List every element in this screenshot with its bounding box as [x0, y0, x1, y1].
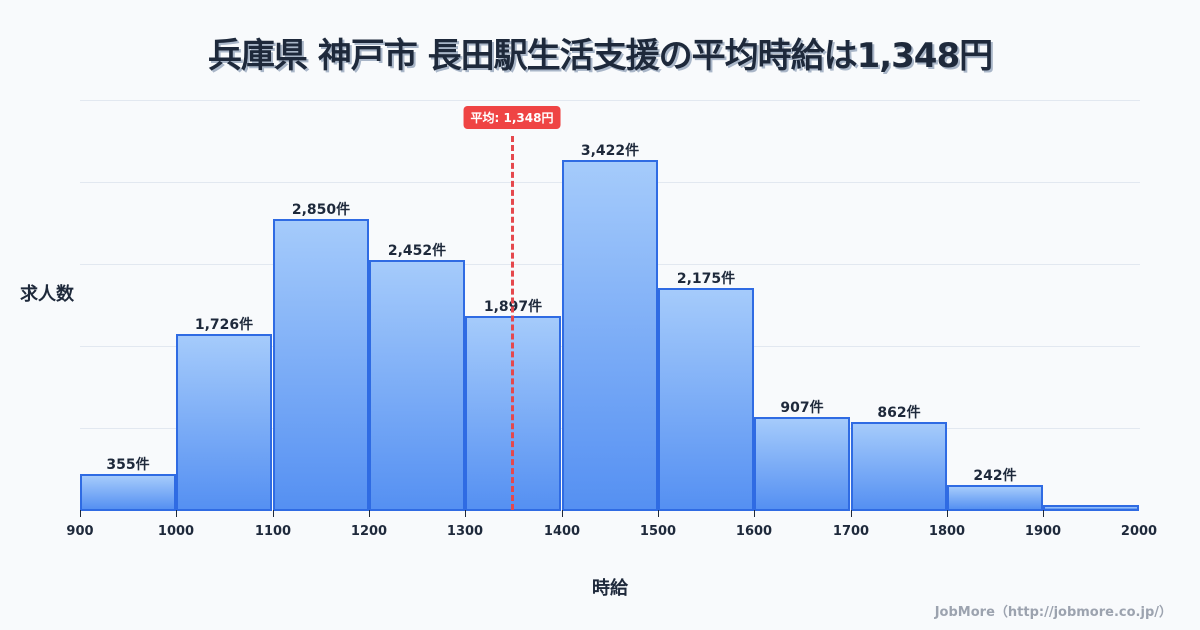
bar-value-label: 1,726件 [194, 317, 254, 333]
y-axis-label: 求人数 [20, 284, 74, 305]
histogram-bar [1043, 505, 1139, 511]
x-tick-label: 1300 [446, 524, 484, 539]
x-tick [1043, 510, 1044, 517]
x-tick [562, 510, 563, 517]
histogram-bar [176, 334, 272, 511]
bar-value-label: 907件 [780, 400, 824, 416]
x-tick-label: 1200 [350, 524, 388, 539]
x-tick [947, 510, 948, 517]
x-tick [465, 510, 466, 517]
x-tick [80, 510, 81, 517]
x-tick [369, 510, 370, 517]
x-tick [851, 510, 852, 517]
histogram-bar [80, 474, 176, 511]
x-tick-label: 1700 [832, 524, 870, 539]
bar-value-label: 2,850件 [291, 202, 351, 218]
chart-title: 兵庫県 神戸市 長田駅生活支援の平均時給は1,348円 [207, 36, 993, 76]
x-tick [658, 510, 659, 517]
x-tick-label: 1100 [254, 524, 292, 539]
mean-line [511, 136, 514, 510]
x-tick-label: 2000 [1120, 524, 1158, 539]
gridline [80, 100, 1140, 101]
bar-value-label: 355件 [106, 457, 150, 473]
x-tick-label: 1800 [928, 524, 966, 539]
x-tick-label: 1500 [639, 524, 677, 539]
x-tick [176, 510, 177, 517]
histogram-bar [562, 160, 658, 511]
bar-value-label: 2,175件 [676, 271, 736, 287]
x-tick-label: 1600 [735, 524, 773, 539]
histogram-bar [947, 485, 1043, 511]
x-tick-label: 1400 [543, 524, 581, 539]
bar-value-label: 242件 [973, 468, 1017, 484]
x-tick-label: 900 [66, 524, 94, 539]
x-axis-label: 時給 [592, 578, 628, 599]
bar-value-label: 2,452件 [387, 243, 447, 259]
source-credit: JobMore（http://jobmore.co.jp/） [934, 605, 1172, 620]
histogram-bar [754, 417, 850, 511]
x-tick-label: 1900 [1024, 524, 1062, 539]
histogram-bar [851, 422, 947, 511]
plot-area: 355件 1,726件 2,850件 2,452件 1,897件 3,422件 … [66, 100, 1157, 539]
histogram-bar [273, 219, 369, 511]
bar-value-label: 3,422件 [580, 143, 640, 159]
histogram-bar [369, 260, 465, 511]
x-tick [754, 510, 755, 517]
x-tick-label: 1000 [157, 524, 195, 539]
bar-value-label: 862件 [877, 405, 921, 421]
x-tick [273, 510, 274, 517]
histogram-bar [658, 288, 754, 511]
mean-badge: 平均: 1,348円 [463, 106, 561, 129]
